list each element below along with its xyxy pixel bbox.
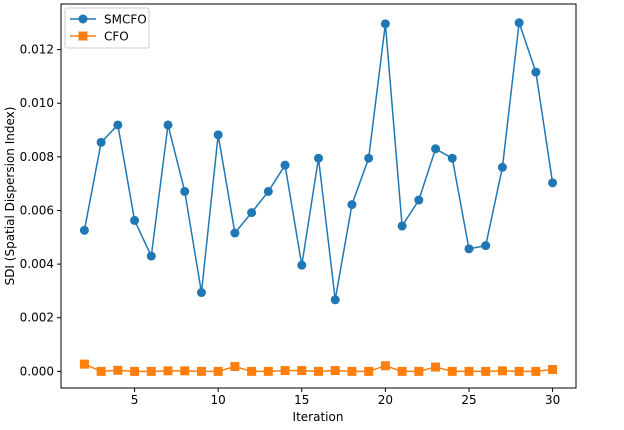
data-point xyxy=(180,186,190,196)
y-tick-label: 0.000 xyxy=(20,364,54,378)
x-tick-label: 15 xyxy=(294,393,309,407)
data-point xyxy=(431,362,441,372)
data-point xyxy=(330,295,340,305)
data-point xyxy=(79,359,89,369)
data-point xyxy=(113,120,123,130)
data-point xyxy=(531,67,541,77)
data-point xyxy=(397,366,407,376)
data-point xyxy=(280,160,290,170)
data-point xyxy=(96,366,106,376)
data-point xyxy=(497,162,507,172)
data-point xyxy=(96,137,106,147)
data-point xyxy=(180,366,190,376)
data-point xyxy=(364,366,374,376)
data-point xyxy=(130,215,140,225)
data-point xyxy=(347,200,357,210)
data-point xyxy=(431,144,441,154)
data-point xyxy=(263,366,273,376)
data-point xyxy=(213,130,223,140)
y-tick-label: 0.002 xyxy=(20,311,54,325)
data-point xyxy=(397,221,407,231)
series-cfo xyxy=(79,359,558,376)
y-axis: 0.000 0.002 0.004 0.006 0.008 0.010 0.012 xyxy=(20,43,61,378)
data-point xyxy=(531,366,541,376)
y-tick-label: 0.006 xyxy=(20,203,54,217)
y-tick-label: 0.004 xyxy=(20,257,54,271)
data-point xyxy=(464,244,474,254)
data-point xyxy=(196,288,206,298)
data-point xyxy=(163,120,173,130)
data-point xyxy=(447,366,457,376)
data-point xyxy=(163,366,173,376)
x-tick-label: 20 xyxy=(378,393,393,407)
plot-area xyxy=(60,3,577,389)
legend-label-cfo: CFO xyxy=(104,30,129,44)
legend-circle-marker-icon xyxy=(78,14,88,24)
legend: SMCFO CFO xyxy=(64,7,150,49)
data-point xyxy=(130,366,140,376)
x-tick-label: 5 xyxy=(131,393,139,407)
data-point xyxy=(146,251,156,261)
data-point xyxy=(297,366,307,376)
data-point xyxy=(497,366,507,376)
data-point xyxy=(514,18,524,28)
data-point xyxy=(481,241,491,251)
series-group xyxy=(79,18,558,376)
x-tick-label: 10 xyxy=(211,393,226,407)
data-point xyxy=(297,260,307,270)
series-smcfo xyxy=(79,18,558,305)
data-point xyxy=(414,195,424,205)
data-point xyxy=(481,366,491,376)
data-point xyxy=(447,153,457,163)
data-point xyxy=(113,365,123,375)
data-point xyxy=(514,366,524,376)
legend-label-smcfo: SMCFO xyxy=(104,13,147,27)
data-point xyxy=(280,366,290,376)
data-point xyxy=(330,366,340,376)
data-point xyxy=(247,366,257,376)
y-tick-label: 0.010 xyxy=(20,96,54,110)
data-point xyxy=(79,225,89,235)
x-axis-label: Iteration xyxy=(293,410,344,424)
data-point xyxy=(213,366,223,376)
x-tick-label: 30 xyxy=(545,393,560,407)
y-tick-label: 0.008 xyxy=(20,150,54,164)
data-point xyxy=(196,366,206,376)
legend-square-marker-icon xyxy=(78,31,88,41)
y-axis-label: SDI (Spatial Dispersion Index) xyxy=(3,107,17,286)
y-tick-label: 0.012 xyxy=(20,43,54,57)
data-point xyxy=(247,208,257,218)
data-point xyxy=(414,366,424,376)
data-point xyxy=(364,153,374,163)
data-point xyxy=(347,366,357,376)
x-axis: 5 10 15 20 25 30 xyxy=(131,388,560,407)
data-point xyxy=(263,186,273,196)
data-point xyxy=(314,366,323,376)
data-point xyxy=(548,178,558,188)
data-point xyxy=(230,362,240,372)
data-point xyxy=(548,364,558,374)
data-point xyxy=(380,19,390,29)
data-point xyxy=(314,153,323,163)
data-point xyxy=(146,366,156,376)
data-point xyxy=(380,361,390,371)
data-point xyxy=(230,228,240,238)
x-tick-label: 25 xyxy=(461,393,476,407)
data-point xyxy=(464,366,474,376)
